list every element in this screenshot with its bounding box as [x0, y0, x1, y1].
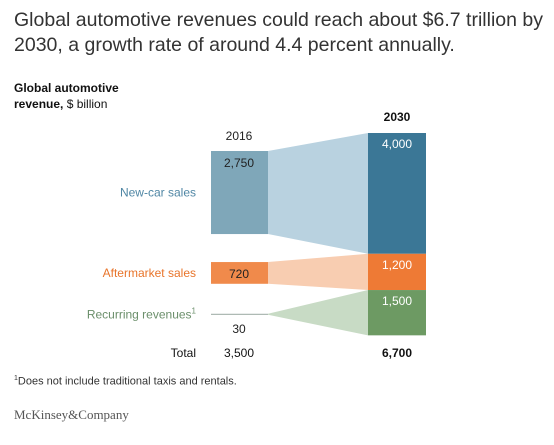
- value-2030-aftermarket: 1,200: [382, 258, 412, 272]
- flow-aftermarket: [268, 253, 368, 291]
- bar-2030-new_car: [368, 133, 426, 254]
- value-2030-new_car: 4,000: [382, 137, 412, 151]
- brand-logo: McKinsey&Company: [14, 407, 129, 422]
- value-2016-recurring: 30: [232, 322, 246, 336]
- category-superscript-recurring: 1: [192, 306, 197, 315]
- bar-2016-aftermarket: [211, 262, 268, 284]
- flows-group: [268, 133, 368, 336]
- bar-2030-recurring: [368, 290, 426, 336]
- footnote-text: Does not include traditional taxis and r…: [17, 375, 237, 388]
- value-2016-new_car: 2,750: [224, 156, 254, 170]
- bar-2016-recurring: [211, 313, 268, 315]
- value-2030-recurring: 1,500: [382, 294, 412, 308]
- year-label-2030: 2030: [384, 110, 411, 124]
- category-label-new_car: New-car sales: [120, 186, 196, 200]
- chart-headline: Global automotive revenues could reach a…: [14, 9, 543, 56]
- bars-group: [211, 133, 426, 336]
- axis-title: Global automotive revenue, $ billion: [14, 80, 119, 112]
- total-label: Total: [171, 346, 196, 360]
- labels-group: 2,750 4,000 New-car sales 720 1,200 Aftermark…: [87, 110, 413, 360]
- bar-2016-new_car: [211, 151, 268, 235]
- flow-new_car: [268, 133, 368, 254]
- axis-title-bold: Global automotive: [14, 81, 119, 95]
- footnote: 1Does not include traditional taxis and …: [14, 375, 237, 388]
- category-label-aftermarket: Aftermarket sales: [103, 266, 196, 280]
- total-2030: 6,700: [382, 346, 412, 360]
- axis-title-bold-2: revenue,: [14, 97, 64, 111]
- category-label-recurring: Recurring revenues1: [87, 306, 197, 321]
- axis-title-unit: $ billion: [63, 97, 108, 111]
- bar-2030-aftermarket: [368, 253, 426, 291]
- flow-recurring: [268, 290, 368, 336]
- footnote-marker: 1: [14, 375, 18, 382]
- year-label-2016: 2016: [226, 129, 253, 143]
- value-2016-aftermarket: 720: [229, 267, 249, 281]
- total-2016: 3,500: [224, 346, 254, 360]
